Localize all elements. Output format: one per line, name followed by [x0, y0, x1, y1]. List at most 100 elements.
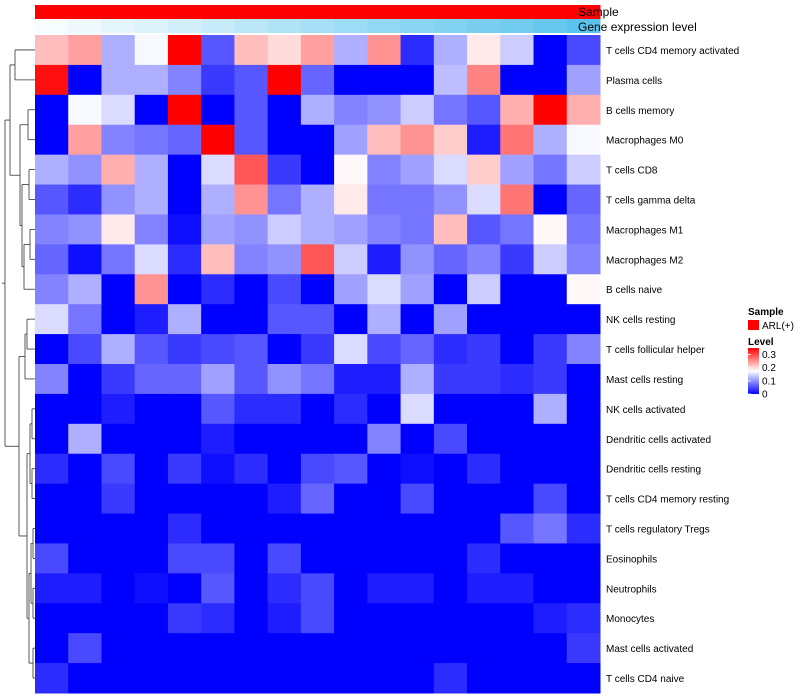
heatmap-cell [234, 633, 269, 664]
heatmap-cell [267, 64, 302, 96]
heatmap-cell [400, 663, 435, 694]
heatmap-cell [201, 214, 235, 245]
heatmap-cell [167, 124, 202, 156]
heatmap-cell [367, 214, 402, 245]
heatmap-cell [167, 543, 202, 574]
heatmap-cell [101, 483, 136, 515]
heatmap-cell [234, 64, 269, 96]
heatmap-cell [400, 124, 435, 156]
heatmap-cell [101, 214, 136, 245]
heatmap-cell [267, 573, 302, 604]
heatmap-cell [35, 513, 69, 544]
heatmap-cell [533, 633, 568, 664]
heatmap-cell [101, 184, 136, 215]
heatmap-cell [500, 513, 535, 544]
heatmap-cell [267, 543, 302, 574]
sample-annotation-cell [500, 5, 535, 19]
heatmap-cell [334, 184, 368, 215]
heatmap-cell [35, 334, 69, 365]
heatmap-cell [35, 214, 69, 245]
heatmap-cell [101, 393, 136, 425]
heatmap-cell [566, 603, 601, 634]
row-label: Macrophages M0 [606, 136, 684, 147]
heatmap-cell [400, 214, 435, 245]
heatmap-cell [68, 543, 102, 574]
heatmap-cell [566, 364, 601, 395]
heatmap-cell [433, 513, 468, 544]
heatmap-cell [201, 274, 235, 305]
heatmap-cell [533, 35, 568, 66]
heatmap-cell [35, 364, 69, 395]
heatmap-cell [467, 483, 501, 515]
heatmap-cell [234, 573, 269, 604]
heatmap-cell [35, 663, 69, 694]
heatmap-cell [300, 423, 335, 455]
heatmap-cell [68, 304, 102, 335]
heatmap-cell [566, 94, 601, 126]
heatmap-cell [467, 393, 501, 425]
heatmap-cells [35, 35, 601, 694]
heatmap-cell [68, 214, 102, 245]
heatmap-cell [334, 633, 368, 664]
heatmap-cell [167, 304, 202, 335]
heatmap-cell [533, 184, 568, 215]
gene-expression-annotation-cell [467, 19, 501, 33]
heatmap-cell [300, 304, 335, 335]
heatmap-cell [566, 184, 601, 215]
heatmap-cell [367, 603, 402, 634]
heatmap-cell [101, 423, 136, 455]
heatmap-cell [267, 663, 302, 694]
heatmap-cell [367, 393, 402, 425]
row-label: T cells gamma delta [606, 196, 696, 207]
sample-annotation-cell [167, 5, 202, 19]
heatmap-cell [367, 64, 402, 96]
heatmap-cell [267, 154, 302, 186]
heatmap-cell [134, 94, 169, 126]
row-dendrogram [2, 49, 35, 679]
heatmap-cell [234, 543, 269, 574]
heatmap-cell [433, 603, 468, 634]
sample-annotation-cell [300, 5, 335, 19]
heatmap-cell [433, 364, 468, 395]
sample-annotation-cell [101, 5, 136, 19]
heatmap-cell [35, 244, 69, 275]
sample-annotation-label: Sample [578, 5, 619, 19]
heatmap-cell [566, 214, 601, 245]
row-label: B cells memory [606, 106, 674, 117]
heatmap-cell [167, 603, 202, 634]
heatmap-cell [234, 154, 269, 186]
heatmap-cell [433, 334, 468, 365]
heatmap-cell [467, 214, 501, 245]
row-label: Dendritic cells resting [606, 465, 701, 476]
heatmap-cell [167, 274, 202, 305]
heatmap-cell [400, 393, 435, 425]
heatmap-cell [201, 633, 235, 664]
heatmap-cell [433, 64, 468, 96]
heatmap-cell [134, 154, 169, 186]
gene-expression-annotation-cell [334, 19, 368, 33]
gene-expression-annotation-cell [167, 19, 202, 33]
heatmap-cell [533, 543, 568, 574]
heatmap-cell [533, 64, 568, 96]
heatmap-cell [400, 304, 435, 335]
heatmap-cell [533, 244, 568, 275]
heatmap-cell [334, 393, 368, 425]
gene-expression-annotation-cell [234, 19, 269, 33]
legend-level-ticks: 0.3 0.2 0.1 0 [748, 350, 776, 401]
row-label: Mast cells resting [606, 375, 683, 386]
heatmap-cell [334, 64, 368, 96]
heatmap-cell [68, 364, 102, 395]
gene-expression-annotation-cell [566, 19, 601, 33]
legend: Sample ARL(+) Level 0.3 0.2 0.1 0 [748, 307, 794, 401]
heatmap-cell [167, 483, 202, 515]
heatmap-cell [467, 633, 501, 664]
heatmap-cell [201, 94, 235, 126]
heatmap-cell [68, 124, 102, 156]
heatmap-cell [68, 35, 102, 66]
heatmap-cell [267, 513, 302, 544]
heatmap-cell [234, 423, 269, 455]
row-label: T cells CD8 [606, 166, 658, 177]
heatmap-cell [500, 94, 535, 126]
heatmap-cell [500, 35, 535, 66]
sample-annotation-cell [400, 5, 435, 19]
